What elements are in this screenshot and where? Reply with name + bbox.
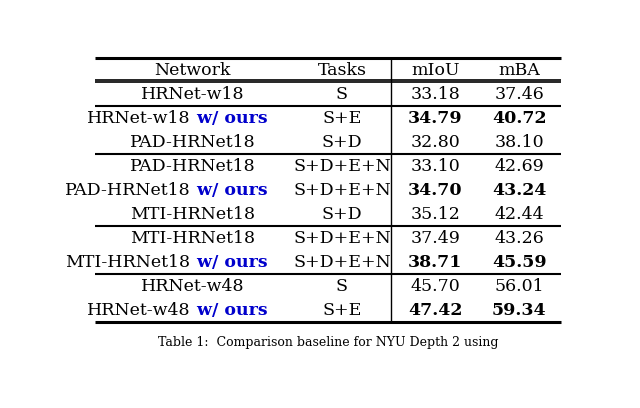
Text: 34.70: 34.70 bbox=[408, 182, 463, 199]
Text: S+D: S+D bbox=[322, 134, 362, 151]
Text: 45.59: 45.59 bbox=[492, 254, 547, 271]
Text: 34.79: 34.79 bbox=[408, 110, 463, 127]
Text: PAD-HRNet18: PAD-HRNet18 bbox=[130, 158, 255, 175]
Text: 40.72: 40.72 bbox=[492, 110, 547, 127]
Text: HRNet-w18: HRNet-w18 bbox=[141, 86, 244, 103]
Text: 35.12: 35.12 bbox=[410, 206, 460, 223]
Text: Network: Network bbox=[154, 62, 231, 79]
Text: S+D+E+N: S+D+E+N bbox=[293, 254, 391, 271]
Text: w/ ours: w/ ours bbox=[191, 254, 268, 271]
Text: w/ ours: w/ ours bbox=[191, 302, 268, 319]
Text: PAD-HRNet18: PAD-HRNet18 bbox=[130, 134, 255, 151]
Text: 42.69: 42.69 bbox=[494, 158, 544, 175]
Text: S+D+E+N: S+D+E+N bbox=[293, 158, 391, 175]
Text: Table 1:  Comparison baseline for NYU Depth 2 using: Table 1: Comparison baseline for NYU Dep… bbox=[157, 336, 499, 349]
Text: S+E: S+E bbox=[323, 302, 362, 319]
Text: 33.18: 33.18 bbox=[410, 86, 460, 103]
Text: 37.49: 37.49 bbox=[410, 230, 460, 247]
Text: S+D+E+N: S+D+E+N bbox=[293, 230, 391, 247]
Text: mBA: mBA bbox=[499, 62, 540, 79]
Text: HRNet-w48: HRNet-w48 bbox=[141, 278, 244, 295]
Text: 38.71: 38.71 bbox=[408, 254, 463, 271]
Text: 42.44: 42.44 bbox=[494, 206, 544, 223]
Text: 45.70: 45.70 bbox=[410, 278, 460, 295]
Text: HRNet-w48: HRNet-w48 bbox=[87, 302, 190, 319]
Text: 56.01: 56.01 bbox=[494, 278, 544, 295]
Text: 33.10: 33.10 bbox=[410, 158, 460, 175]
Text: 37.46: 37.46 bbox=[494, 86, 544, 103]
Text: S+D: S+D bbox=[322, 206, 362, 223]
Text: S: S bbox=[336, 278, 348, 295]
Text: MTI-HRNet18: MTI-HRNet18 bbox=[65, 254, 190, 271]
Text: MTI-HRNet18: MTI-HRNet18 bbox=[131, 230, 255, 247]
Text: S+E: S+E bbox=[323, 110, 362, 127]
Text: Tasks: Tasks bbox=[317, 62, 367, 79]
Text: MTI-HRNet18: MTI-HRNet18 bbox=[131, 206, 255, 223]
Text: mIoU: mIoU bbox=[411, 62, 460, 79]
Text: S+D+E+N: S+D+E+N bbox=[293, 182, 391, 199]
Text: S: S bbox=[336, 86, 348, 103]
Text: 43.24: 43.24 bbox=[492, 182, 547, 199]
Text: 43.26: 43.26 bbox=[494, 230, 544, 247]
Text: w/ ours: w/ ours bbox=[191, 182, 268, 199]
Text: HRNet-w18: HRNet-w18 bbox=[87, 110, 190, 127]
Text: w/ ours: w/ ours bbox=[191, 110, 268, 127]
Text: 47.42: 47.42 bbox=[408, 302, 463, 319]
Text: 59.34: 59.34 bbox=[492, 302, 547, 319]
Text: 32.80: 32.80 bbox=[410, 134, 460, 151]
Text: 38.10: 38.10 bbox=[494, 134, 544, 151]
Text: PAD-HRNet18: PAD-HRNet18 bbox=[65, 182, 190, 199]
